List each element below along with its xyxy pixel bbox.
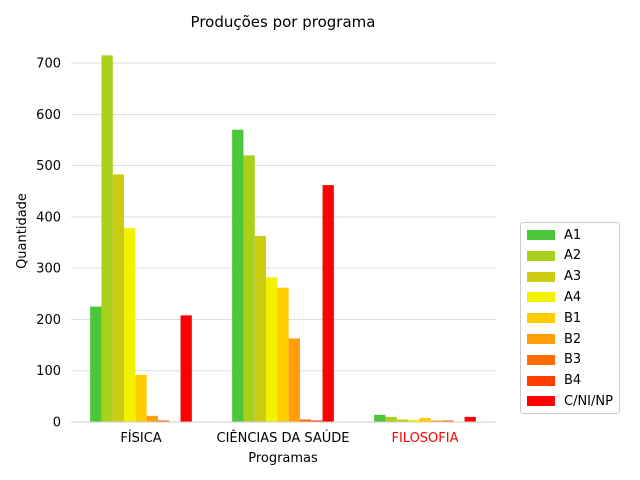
bar <box>441 420 454 422</box>
x-tick-label: FILOSOFIA <box>391 431 458 446</box>
bar <box>396 419 409 422</box>
legend-swatch <box>527 354 555 365</box>
bar <box>243 155 255 422</box>
y-tick-label: 200 <box>36 313 61 328</box>
legend-swatch <box>527 271 555 282</box>
bar <box>464 416 476 422</box>
bar <box>135 374 147 422</box>
y-axis-ticks: 0 100 200 300 400 500 600 700 <box>36 57 61 431</box>
legend-label: B2 <box>564 331 582 347</box>
legend-item: A4 <box>527 289 581 305</box>
bar <box>408 419 420 422</box>
legend-label: A1 <box>564 227 582 243</box>
x-axis-label: Programas <box>248 451 318 466</box>
bar <box>146 415 158 422</box>
bar <box>288 338 300 422</box>
legend-item: A2 <box>527 248 581 264</box>
bar <box>277 287 289 422</box>
y-tick-label: 300 <box>36 262 61 277</box>
bar <box>124 228 136 422</box>
bar <box>101 55 113 423</box>
bar <box>157 420 170 422</box>
y-tick-label: 400 <box>36 210 61 225</box>
y-tick-label: 700 <box>36 57 61 72</box>
legend: A1 A2 A3 A4 B1 B2 B3 B4 C/NI/NP <box>520 222 620 414</box>
legend-swatch <box>527 292 555 303</box>
legend-item: A3 <box>527 269 581 285</box>
bar <box>419 417 431 422</box>
legend-swatch <box>527 250 555 261</box>
y-tick-label: 600 <box>36 108 61 123</box>
legend-label: B4 <box>564 373 582 389</box>
legend-label: A3 <box>564 269 582 285</box>
legend-label: B1 <box>564 310 582 326</box>
bar <box>322 185 334 422</box>
legend-item: B4 <box>527 373 581 389</box>
legend-swatch <box>527 334 555 344</box>
bar <box>266 277 278 422</box>
legend-swatch <box>527 313 555 324</box>
bars <box>90 55 476 423</box>
bar <box>232 129 244 422</box>
legend-label: B3 <box>564 352 582 368</box>
legend-label: A4 <box>564 289 582 305</box>
legend-swatch <box>527 375 555 386</box>
bar <box>430 420 442 422</box>
bar <box>385 416 397 422</box>
legend-swatch <box>527 230 555 240</box>
bar <box>254 235 267 422</box>
bar <box>299 419 312 422</box>
x-tick-label: FÍSICA <box>120 430 161 446</box>
legend-label: A2 <box>564 248 582 264</box>
bar <box>374 414 386 422</box>
legend-item: A1 <box>527 227 581 243</box>
bar <box>180 315 192 422</box>
chart-title: Produções por programa <box>191 13 376 31</box>
y-axis-label: Quantidade <box>15 193 30 269</box>
legend-item: B1 <box>527 310 581 326</box>
x-axis-ticks: FÍSICA CIÊNCIAS DA SAÚDE FILOSOFIA <box>120 430 458 446</box>
y-tick-label: 0 <box>53 416 61 431</box>
legend-swatch <box>527 396 555 407</box>
y-tick-label: 100 <box>36 364 61 379</box>
legend-item: C/NI/NP <box>527 393 613 409</box>
legend-item: B3 <box>527 352 581 368</box>
y-tick-label: 500 <box>36 159 61 174</box>
bar <box>112 174 125 422</box>
bar <box>90 306 102 422</box>
legend-item: B2 <box>527 331 581 347</box>
bar <box>311 420 323 422</box>
x-tick-label: CIÊNCIAS DA SAÚDE <box>217 430 350 446</box>
legend-label: C/NI/NP <box>564 393 613 409</box>
